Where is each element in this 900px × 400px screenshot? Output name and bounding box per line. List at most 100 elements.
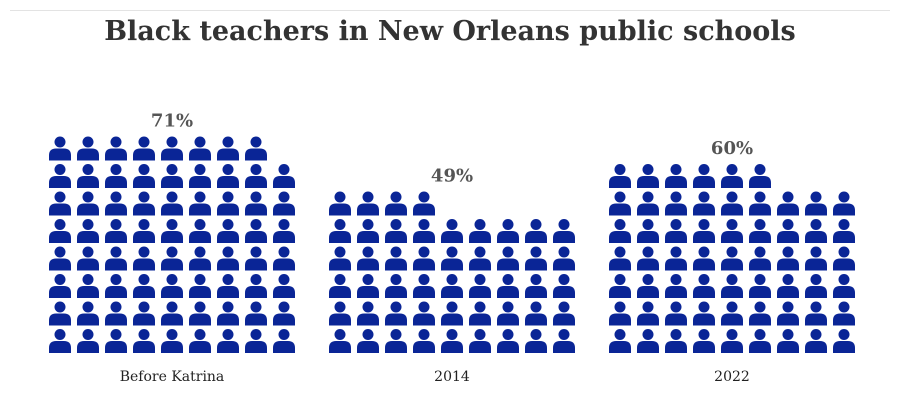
person-icon — [357, 219, 379, 243]
person-icon — [245, 246, 267, 271]
person-icon — [469, 301, 491, 326]
person-icon — [833, 246, 855, 271]
chart-title: Black teachers in New Orleans public sch… — [104, 16, 796, 47]
person-icon — [777, 329, 799, 353]
person-icon — [105, 246, 127, 271]
person-icon — [385, 219, 407, 243]
person-icon — [637, 274, 659, 298]
person-icon — [245, 191, 267, 216]
person-icon — [665, 329, 687, 353]
person-icon — [553, 219, 575, 243]
person-icon — [497, 301, 519, 326]
person-icon — [273, 301, 295, 326]
person-icon — [693, 246, 715, 271]
person-icon — [77, 136, 99, 161]
person-icon — [357, 274, 379, 298]
top-divider — [10, 10, 890, 11]
person-icon — [637, 246, 659, 271]
person-icon — [721, 246, 743, 271]
person-icon — [609, 219, 631, 243]
person-icon — [693, 164, 715, 188]
person-icon — [497, 274, 519, 298]
person-icon — [329, 301, 351, 326]
person-icon — [469, 246, 491, 271]
person-icon — [609, 191, 631, 216]
person-icon — [217, 164, 239, 188]
person-icon — [749, 246, 771, 271]
person-icon — [833, 219, 855, 243]
person-icon — [49, 329, 71, 353]
person-icon — [665, 274, 687, 298]
person-icon — [49, 246, 71, 271]
person-icon — [189, 301, 211, 326]
person-icon — [721, 301, 743, 326]
person-icon — [777, 219, 799, 243]
person-icon — [133, 219, 155, 243]
person-icon — [105, 191, 127, 216]
person-icon — [749, 191, 771, 216]
person-icon — [189, 191, 211, 216]
person-icon — [49, 191, 71, 216]
person-icon — [805, 301, 827, 326]
person-icon — [189, 219, 211, 243]
person-icon — [385, 301, 407, 326]
person-icon — [525, 219, 547, 243]
person-icon — [217, 301, 239, 326]
person-icon — [385, 191, 407, 216]
person-icon — [721, 191, 743, 216]
person-icon — [49, 219, 71, 243]
person-icon — [777, 274, 799, 298]
person-icon — [637, 219, 659, 243]
person-icon — [693, 274, 715, 298]
person-icon — [553, 301, 575, 326]
person-icon — [805, 191, 827, 216]
person-icon — [665, 301, 687, 326]
person-icon — [693, 301, 715, 326]
person-icon — [133, 329, 155, 353]
person-icon — [77, 191, 99, 216]
person-icon — [161, 329, 183, 353]
person-icon — [189, 164, 211, 188]
person-icon — [525, 329, 547, 353]
person-icon — [161, 301, 183, 326]
person-icon — [609, 164, 631, 188]
person-icon — [721, 164, 743, 188]
person-icon — [245, 136, 267, 161]
person-icon — [105, 136, 127, 161]
person-icon — [749, 301, 771, 326]
person-icon — [777, 301, 799, 326]
person-icon — [245, 329, 267, 353]
person-icon — [273, 219, 295, 243]
person-icon — [189, 246, 211, 271]
person-icon — [525, 274, 547, 298]
person-icon — [749, 274, 771, 298]
person-icon — [469, 219, 491, 243]
person-icon — [77, 329, 99, 353]
person-icon — [441, 329, 463, 353]
person-icon — [609, 274, 631, 298]
person-icon — [693, 329, 715, 353]
person-icon — [273, 191, 295, 216]
person-icon — [189, 274, 211, 298]
person-icon — [721, 219, 743, 243]
person-icon — [217, 219, 239, 243]
person-icon — [357, 191, 379, 216]
person-icon — [665, 191, 687, 216]
person-icon — [161, 164, 183, 188]
value-label: 60% — [711, 138, 753, 159]
person-icon — [553, 329, 575, 353]
person-icon — [133, 301, 155, 326]
category-label: Before Katrina — [120, 369, 225, 385]
person-icon — [693, 191, 715, 216]
person-icon — [721, 329, 743, 353]
pictograph-group — [609, 164, 855, 353]
person-icon — [77, 164, 99, 188]
person-icon — [805, 329, 827, 353]
person-icon — [245, 301, 267, 326]
person-icon — [413, 246, 435, 271]
person-icon — [833, 301, 855, 326]
person-icon — [105, 219, 127, 243]
category-label: 2014 — [434, 369, 470, 385]
person-icon — [245, 164, 267, 188]
